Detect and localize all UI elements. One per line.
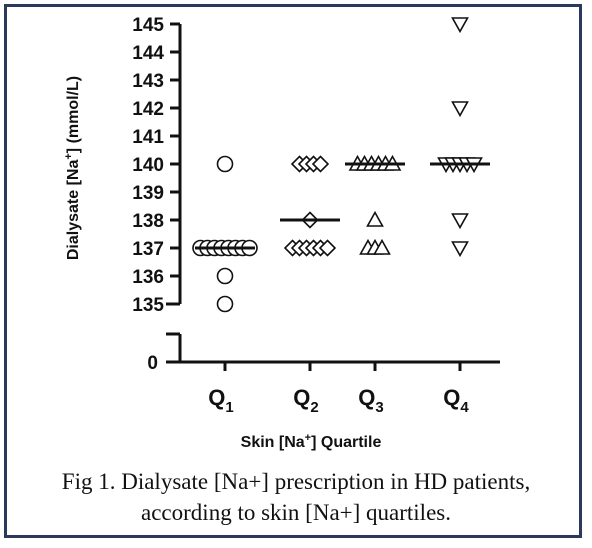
data-point-q1 <box>216 267 234 285</box>
x-category-label-4: Q4 <box>443 385 469 416</box>
data-point-q1 <box>216 155 234 173</box>
caption-line-1: Fig 1. Dialysate [Na+] prescription in H… <box>61 469 531 494</box>
y-tick-label-143: 143 <box>132 71 164 92</box>
y-tick-label-144: 144 <box>132 43 164 64</box>
y-tick-label-0: 0 <box>147 353 158 374</box>
x-category-label-3: Q3 <box>358 385 383 416</box>
caption-line-2: according to skin [Na+] quartiles. <box>141 500 451 525</box>
data-point-q2 <box>311 155 330 173</box>
y-tick-label-145: 145 <box>132 15 164 36</box>
x-axis-label: Skin [Na+] Quartile <box>241 432 382 451</box>
y-tick-label-141: 141 <box>132 127 164 148</box>
data-point-q3 <box>366 210 384 227</box>
x-category-labels: Q1 Q2 Q3 Q4 <box>208 385 469 416</box>
y-ticks: 135 136 137 138 139 140 141 142 143 144 145 0 <box>132 15 180 374</box>
data-point-q1 <box>216 295 234 313</box>
y-tick-label-136: 136 <box>132 267 164 288</box>
median-lines <box>195 162 490 250</box>
y-tick-label-135: 135 <box>132 295 164 316</box>
data-point-q2 <box>318 239 337 257</box>
x-category-label-2: Q2 <box>293 385 318 416</box>
data-point-q4 <box>451 213 469 230</box>
y-tick-label-140: 140 <box>132 155 164 176</box>
data-point-q4 <box>451 241 469 258</box>
figure-caption: Fig 1. Dialysate [Na+] prescription in H… <box>0 466 592 528</box>
data-point-q4 <box>451 101 469 118</box>
x-category-label-1: Q1 <box>208 385 233 416</box>
data-point-q4 <box>451 17 469 34</box>
y-axis-label: Dialysate [Na+] (mmol/L) <box>63 76 82 260</box>
y-tick-label-142: 142 <box>132 99 164 120</box>
data-point-q3 <box>373 238 391 255</box>
y-tick-label-138: 138 <box>132 211 164 232</box>
y-tick-label-137: 137 <box>132 239 164 260</box>
figure-frame <box>4 4 582 538</box>
y-tick-label-139: 139 <box>132 183 164 204</box>
axes <box>166 24 500 371</box>
